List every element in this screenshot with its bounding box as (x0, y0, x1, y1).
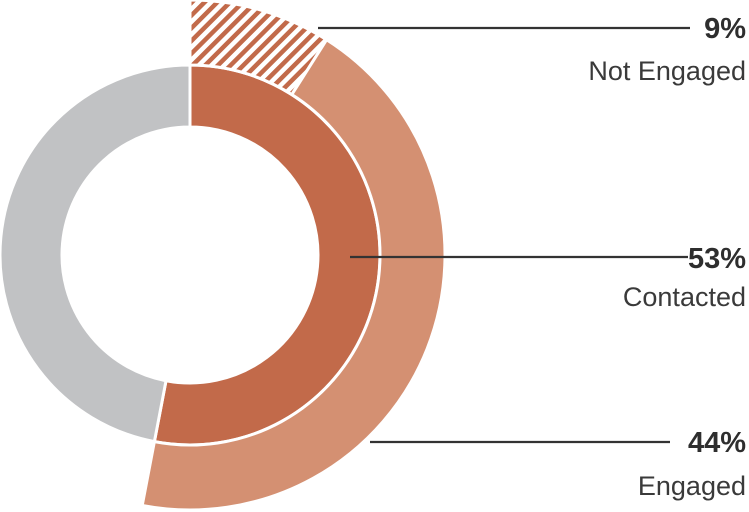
callout-engaged-label: Engaged (638, 471, 746, 501)
callout-engaged-percent: 44% (688, 427, 746, 459)
chart-callouts: 9% Not Engaged 53% Contacted 44% Engaged (588, 13, 746, 501)
inner-slice-remainder (0, 63, 192, 444)
callout-contacted-label: Contacted (623, 282, 746, 312)
chart-leader-lines (318, 26, 690, 444)
chart-rings (0, 0, 447, 512)
callout-contacted-percent: 53% (688, 243, 746, 275)
callout-not-engaged-label: Not Engaged (588, 56, 746, 86)
callout-not-engaged-percent: 9% (704, 13, 746, 45)
outer-slice-engaged (140, 37, 447, 512)
